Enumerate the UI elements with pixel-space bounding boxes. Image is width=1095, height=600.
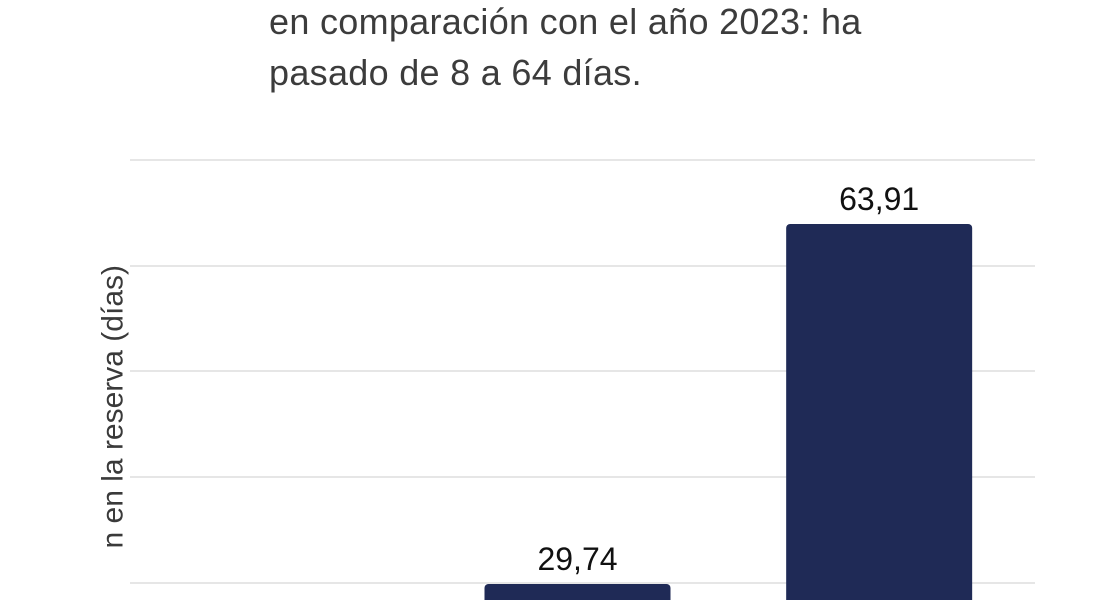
bar-value-label: 29,74: [537, 541, 617, 577]
subtitle-line-2: pasado de 8 a 64 días.: [269, 52, 642, 93]
bar: [484, 584, 671, 600]
bar-value-label: 63,91: [839, 181, 919, 217]
subtitle-line-1: en comparación con el año 2023: ha: [269, 1, 862, 42]
chart-subtitle: en comparación con el año 2023: ha pasad…: [269, 0, 1029, 98]
bar: [786, 224, 973, 600]
